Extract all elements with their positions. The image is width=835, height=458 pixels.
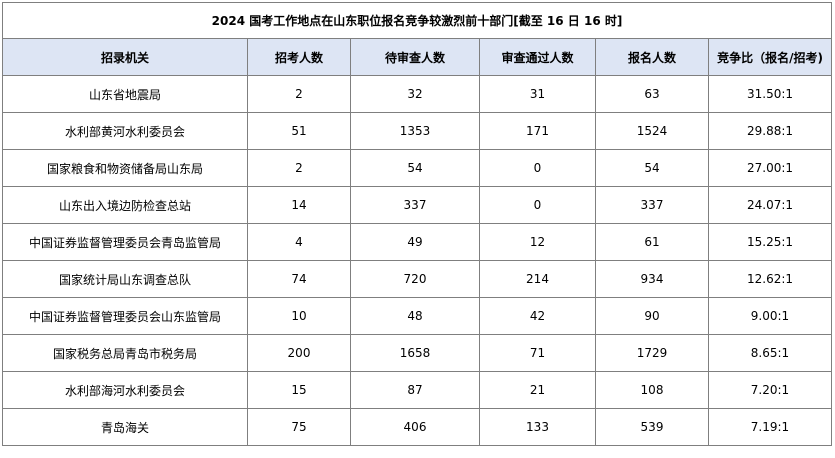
cell-ratio[interactable]: 7.20:1 bbox=[707, 371, 833, 409]
table-title: 2024 国考工作地点在山东职位报名竞争较激烈前十部门[截至 16 日 16 时… bbox=[1, 2, 833, 39]
cell-ratio[interactable]: 27.00:1 bbox=[707, 149, 833, 187]
header-quota-label: 招考人数 bbox=[274, 50, 323, 65]
cell-applicants[interactable]: 61 bbox=[595, 223, 709, 261]
table-body: 山东省地震局 2 32 31 63 31.50:1 水利部黄河水利委员会 51 1353 171 1… bbox=[2, 75, 833, 446]
cell-agency[interactable]: 国家税务总局青岛市税务局 bbox=[2, 334, 248, 372]
cell-quota[interactable]: 14 bbox=[247, 186, 351, 224]
cell-quota[interactable]: 15 bbox=[247, 371, 351, 409]
cell-ratio[interactable]: 31.50:1 bbox=[707, 75, 833, 113]
header-pending[interactable]: 待审查人数 bbox=[350, 38, 480, 76]
cell-ratio[interactable]: 24.07:1 bbox=[707, 186, 833, 224]
cell-quota[interactable]: 200 bbox=[247, 334, 351, 372]
cell-ratio[interactable]: 9.00:1 bbox=[707, 297, 833, 335]
cell-applicants[interactable]: 90 bbox=[595, 297, 709, 335]
cell-approved[interactable]: 71 bbox=[479, 334, 596, 372]
cell-approved[interactable]: 0 bbox=[479, 149, 596, 187]
cell-agency[interactable]: 国家粮食和物资储备局山东局 bbox=[2, 149, 248, 187]
cell-ratio[interactable]: 8.65:1 bbox=[707, 334, 833, 372]
cell-approved[interactable]: 0 bbox=[479, 186, 596, 224]
cell-agency[interactable]: 中国证券监督管理委员会山东监管局 bbox=[2, 297, 248, 335]
table-row: 国家统计局山东调查总队 74 720 214 934 12.62:1 bbox=[2, 260, 833, 298]
cell-quota[interactable]: 2 bbox=[247, 149, 351, 187]
cell-quota[interactable]: 2 bbox=[247, 75, 351, 113]
cell-approved[interactable]: 12 bbox=[479, 223, 596, 261]
cell-agency[interactable]: 国家统计局山东调查总队 bbox=[2, 260, 248, 298]
cell-quota[interactable]: 51 bbox=[247, 112, 351, 150]
cell-pending[interactable]: 406 bbox=[350, 408, 480, 446]
cell-agency[interactable]: 水利部海河水利委员会 bbox=[2, 371, 248, 409]
cell-pending[interactable]: 720 bbox=[350, 260, 480, 298]
cell-approved[interactable]: 42 bbox=[479, 297, 596, 335]
cell-agency[interactable]: 青岛海关 bbox=[2, 408, 248, 446]
table-row: 中国证券监督管理委员会青岛监管局 4 49 12 61 15.25:1 bbox=[2, 223, 833, 261]
table-row: 国家税务总局青岛市税务局 200 1658 71 1729 8.65:1 bbox=[2, 334, 833, 372]
table-row: 山东出入境边防检查总站 14 337 0 337 24.07:1 bbox=[2, 186, 833, 224]
cell-applicants[interactable]: 539 bbox=[595, 408, 709, 446]
ranking-table: 2024 国考工作地点在山东职位报名竞争较激烈前十部门[截至 16 日 16 时… bbox=[1, 2, 833, 446]
cell-agency[interactable]: 水利部黄河水利委员会 bbox=[2, 112, 248, 150]
cell-pending[interactable]: 48 bbox=[350, 297, 480, 335]
cell-quota[interactable]: 4 bbox=[247, 223, 351, 261]
table-row: 水利部海河水利委员会 15 87 21 108 7.20:1 bbox=[2, 371, 833, 409]
cell-approved[interactable]: 133 bbox=[479, 408, 596, 446]
table-row: 山东省地震局 2 32 31 63 31.50:1 bbox=[2, 75, 833, 113]
cell-approved[interactable]: 171 bbox=[479, 112, 596, 150]
header-quota[interactable]: 招考人数 bbox=[247, 38, 351, 76]
cell-ratio[interactable]: 29.88:1 bbox=[707, 112, 833, 150]
cell-pending[interactable]: 1353 bbox=[350, 112, 480, 150]
cell-approved[interactable]: 21 bbox=[479, 371, 596, 409]
cell-agency[interactable]: 中国证券监督管理委员会青岛监管局 bbox=[2, 223, 248, 261]
table-row: 中国证券监督管理委员会山东监管局 10 48 42 90 9.00:1 bbox=[2, 297, 833, 335]
cell-approved[interactable]: 31 bbox=[479, 75, 596, 113]
cell-ratio[interactable]: 7.19:1 bbox=[707, 408, 833, 446]
header-row: 招录机关 招考人数 待审查人数 审查通过人数 报名人数 竞争比（报名/招考) bbox=[2, 38, 833, 76]
header-ratio[interactable]: 竞争比（报名/招考) bbox=[707, 38, 833, 76]
cell-quota[interactable]: 10 bbox=[247, 297, 351, 335]
table-row: 青岛海关 75 406 133 539 7.19:1 bbox=[2, 408, 833, 446]
table-row: 国家粮食和物资储备局山东局 2 54 0 54 27.00:1 bbox=[2, 149, 833, 187]
cell-applicants[interactable]: 337 bbox=[595, 186, 709, 224]
cell-agency[interactable]: 山东省地震局 bbox=[2, 75, 248, 113]
cell-approved[interactable]: 214 bbox=[479, 260, 596, 298]
header-agency[interactable]: 招录机关 bbox=[2, 38, 248, 76]
cell-ratio[interactable]: 15.25:1 bbox=[707, 223, 833, 261]
cell-applicants[interactable]: 934 bbox=[595, 260, 709, 298]
cell-quota[interactable]: 74 bbox=[247, 260, 351, 298]
cell-agency[interactable]: 山东出入境边防检查总站 bbox=[2, 186, 248, 224]
cell-pending[interactable]: 49 bbox=[350, 223, 480, 261]
header-approved[interactable]: 审查通过人数 bbox=[479, 38, 596, 76]
cell-pending[interactable]: 87 bbox=[350, 371, 480, 409]
cell-applicants[interactable]: 63 bbox=[595, 75, 709, 113]
cell-pending[interactable]: 1658 bbox=[350, 334, 480, 372]
cell-pending[interactable]: 337 bbox=[350, 186, 480, 224]
cell-applicants[interactable]: 54 bbox=[595, 149, 709, 187]
cell-ratio[interactable]: 12.62:1 bbox=[707, 260, 833, 298]
title-row: 2024 国考工作地点在山东职位报名竞争较激烈前十部门[截至 16 日 16 时… bbox=[1, 2, 833, 39]
cell-quota[interactable]: 75 bbox=[247, 408, 351, 446]
header-applicants[interactable]: 报名人数 bbox=[595, 38, 709, 76]
cell-applicants[interactable]: 108 bbox=[595, 371, 709, 409]
cell-applicants[interactable]: 1729 bbox=[595, 334, 709, 372]
cell-pending[interactable]: 54 bbox=[350, 149, 480, 187]
table-row: 水利部黄河水利委员会 51 1353 171 1524 29.88:1 bbox=[2, 112, 833, 150]
cell-applicants[interactable]: 1524 bbox=[595, 112, 709, 150]
cell-pending[interactable]: 32 bbox=[350, 75, 480, 113]
